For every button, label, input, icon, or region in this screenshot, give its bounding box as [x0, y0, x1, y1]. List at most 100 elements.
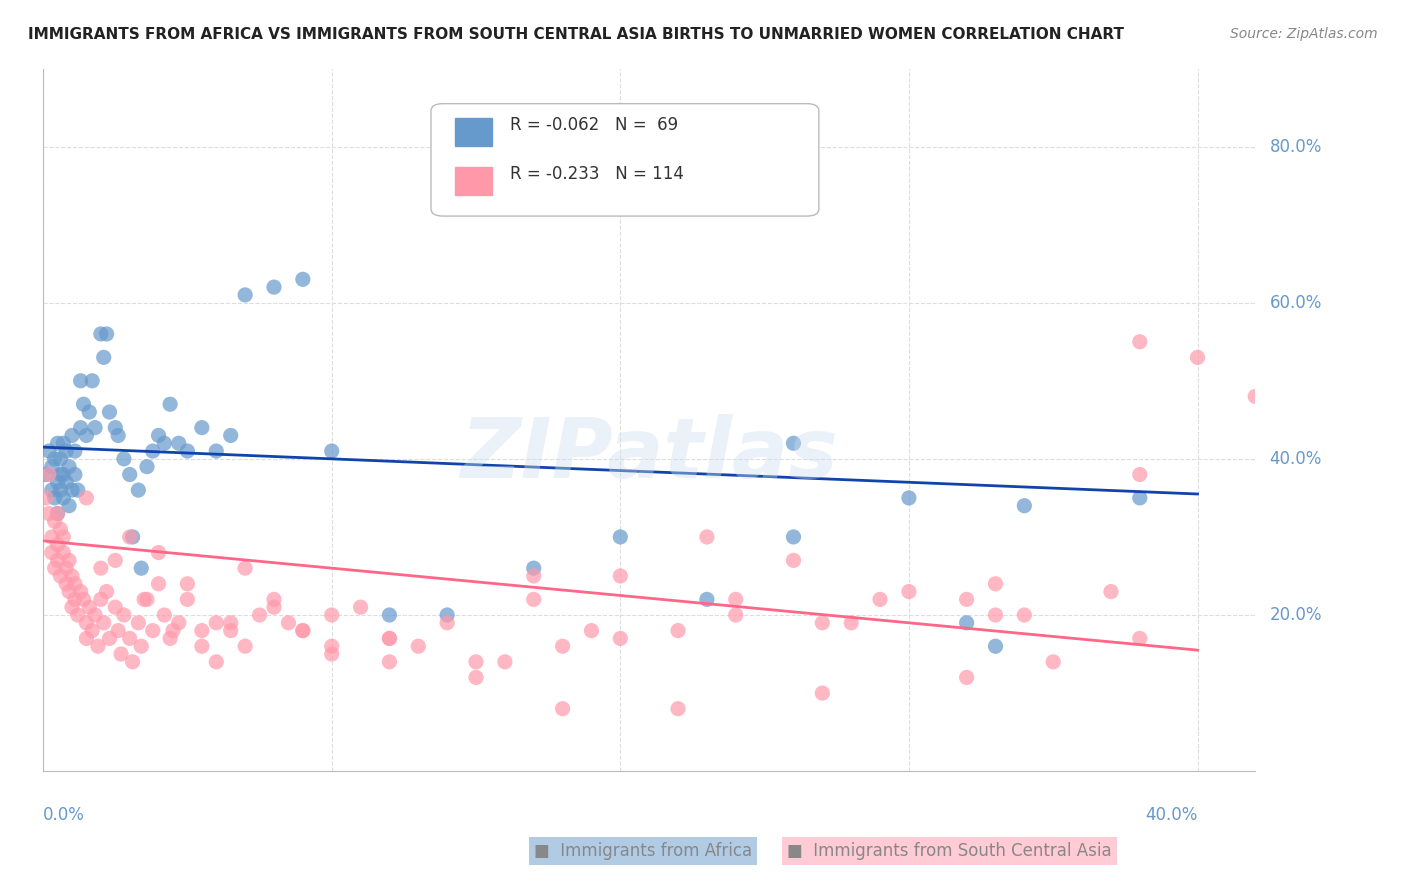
Point — [408, 639, 430, 653]
Point — [66, 483, 89, 497]
Point — [35, 491, 58, 505]
Point — [41, 545, 63, 559]
Point — [551, 639, 574, 653]
Point — [436, 607, 458, 622]
Point — [609, 186, 631, 201]
Text: 0.0%: 0.0% — [44, 806, 84, 824]
Point — [63, 444, 86, 458]
Point — [134, 592, 156, 607]
Point — [782, 436, 804, 450]
Point — [205, 444, 228, 458]
Point — [127, 615, 149, 630]
Point — [46, 475, 69, 490]
Point — [49, 451, 72, 466]
Point — [82, 624, 104, 638]
Point — [44, 514, 66, 528]
Point — [523, 592, 546, 607]
Point — [118, 530, 141, 544]
Point — [984, 607, 1007, 622]
Point — [609, 569, 631, 583]
Point — [58, 584, 80, 599]
Point — [55, 444, 77, 458]
Point — [63, 592, 86, 607]
Point — [60, 569, 83, 583]
Point — [263, 600, 285, 615]
Point — [72, 397, 94, 411]
Point — [75, 632, 97, 646]
Point — [129, 639, 152, 653]
Point — [696, 530, 718, 544]
Point — [666, 624, 689, 638]
Point — [176, 592, 198, 607]
Point — [219, 615, 242, 630]
Point — [956, 615, 979, 630]
Point — [321, 647, 343, 661]
Point — [49, 467, 72, 482]
Point — [35, 467, 58, 482]
Point — [38, 507, 60, 521]
Point — [153, 607, 176, 622]
Point — [84, 420, 107, 434]
Point — [60, 483, 83, 497]
Point — [291, 624, 314, 638]
Point — [75, 615, 97, 630]
Point — [666, 701, 689, 715]
Point — [58, 553, 80, 567]
Point — [96, 326, 118, 341]
Point — [724, 592, 747, 607]
Point — [176, 576, 198, 591]
Point — [724, 607, 747, 622]
Point — [1042, 655, 1064, 669]
Point — [63, 576, 86, 591]
Point — [129, 561, 152, 575]
Point — [87, 639, 110, 653]
Point — [41, 530, 63, 544]
Point — [897, 491, 920, 505]
Point — [191, 624, 214, 638]
Point — [148, 545, 170, 559]
Point — [782, 530, 804, 544]
Point — [811, 686, 834, 700]
Text: 40.0%: 40.0% — [1144, 806, 1198, 824]
Point — [1129, 632, 1152, 646]
Point — [609, 632, 631, 646]
Point — [465, 655, 488, 669]
Point — [98, 632, 121, 646]
Point — [60, 428, 83, 442]
Point — [1014, 499, 1036, 513]
Point — [60, 600, 83, 615]
Point — [46, 507, 69, 521]
Text: R = -0.062   N =  69: R = -0.062 N = 69 — [510, 116, 678, 134]
Point — [44, 491, 66, 505]
Point — [46, 538, 69, 552]
Point — [142, 624, 165, 638]
Point — [72, 592, 94, 607]
Point — [93, 351, 115, 365]
Point — [1244, 389, 1267, 403]
Point — [551, 701, 574, 715]
Point — [52, 467, 75, 482]
Point — [581, 624, 603, 638]
Point — [1129, 491, 1152, 505]
Point — [69, 374, 91, 388]
Point — [984, 639, 1007, 653]
Bar — [456, 118, 492, 145]
Point — [49, 483, 72, 497]
Point — [465, 670, 488, 684]
Point — [104, 553, 127, 567]
Point — [49, 569, 72, 583]
Point — [609, 530, 631, 544]
Text: 80.0%: 80.0% — [1270, 137, 1322, 155]
Point — [219, 624, 242, 638]
Point — [1099, 584, 1122, 599]
Point — [75, 428, 97, 442]
Point — [84, 607, 107, 622]
Point — [90, 326, 112, 341]
Point — [148, 428, 170, 442]
Point — [107, 428, 129, 442]
Point — [233, 561, 256, 575]
Point — [349, 600, 371, 615]
Point — [263, 592, 285, 607]
Point — [79, 405, 101, 419]
Point — [107, 624, 129, 638]
